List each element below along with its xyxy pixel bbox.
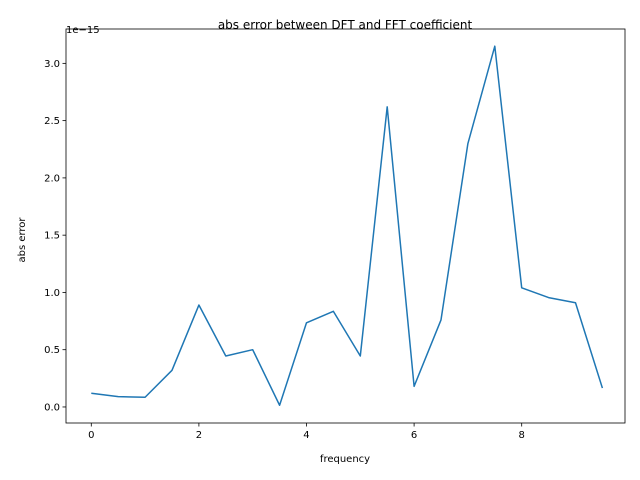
x-tick-label: 0	[88, 430, 94, 441]
y-axis-label: abs error	[17, 217, 28, 263]
y-tick-label: 2.0	[44, 173, 60, 184]
x-tick-label: 8	[519, 430, 525, 441]
y-axis-ticks: 0.0 0.5 1.0 1.5 2.0 2.5 3.0	[44, 59, 66, 413]
y-tick-label: 1.0	[44, 288, 60, 299]
series-line	[91, 45, 604, 406]
y-scale-label: 1e−15	[66, 25, 100, 36]
y-tick-label: 3.0	[44, 59, 60, 70]
y-tick-label: 0.5	[44, 345, 60, 356]
x-tick-label: 4	[303, 430, 309, 441]
y-tick-label: 2.5	[44, 116, 60, 127]
chart-title: abs error between DFT and FFT coefficien…	[218, 18, 473, 32]
y-tick-label: 0.0	[44, 402, 60, 413]
axes-frame	[65, 28, 626, 424]
y-tick-label: 1.5	[44, 231, 60, 242]
x-tick-label: 2	[196, 430, 202, 441]
x-axis-ticks: 0 2 4 6 8	[88, 423, 525, 441]
x-axis-label: frequency	[320, 454, 370, 465]
x-tick-label: 6	[411, 430, 417, 441]
